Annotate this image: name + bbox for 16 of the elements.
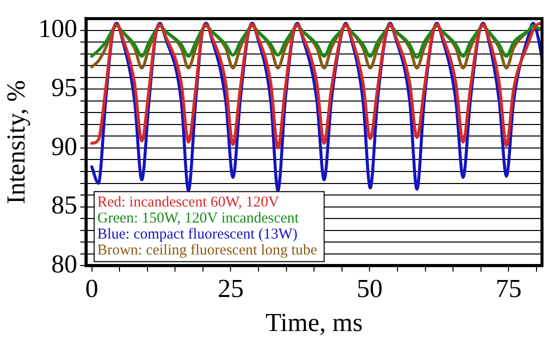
y-tick-label: 80 (51, 249, 78, 278)
x-tick-label: 25 (218, 274, 244, 304)
x-tick-label: 0 (85, 274, 98, 304)
text: Green: 150W, 120V incandescent (97, 210, 300, 227)
y-axis-title: Intensity, % (1, 80, 30, 204)
y-tick-label: 95 (51, 73, 78, 102)
line-series (90, 22, 542, 150)
x-tick-label: 75 (496, 274, 522, 304)
y-tick-label: 100 (38, 14, 78, 44)
text: Red: incandescent 60W, 120V (97, 194, 280, 211)
x-axis-title: Time, ms (265, 308, 363, 338)
x-tick-label: 50 (356, 274, 383, 304)
text: Brown: ceiling fluorescent long tube (97, 242, 318, 259)
text: Blue: compact fluorescent (13W) (97, 226, 298, 243)
y-tick-label: 90 (51, 132, 78, 161)
y-tick-label: 85 (51, 190, 78, 220)
